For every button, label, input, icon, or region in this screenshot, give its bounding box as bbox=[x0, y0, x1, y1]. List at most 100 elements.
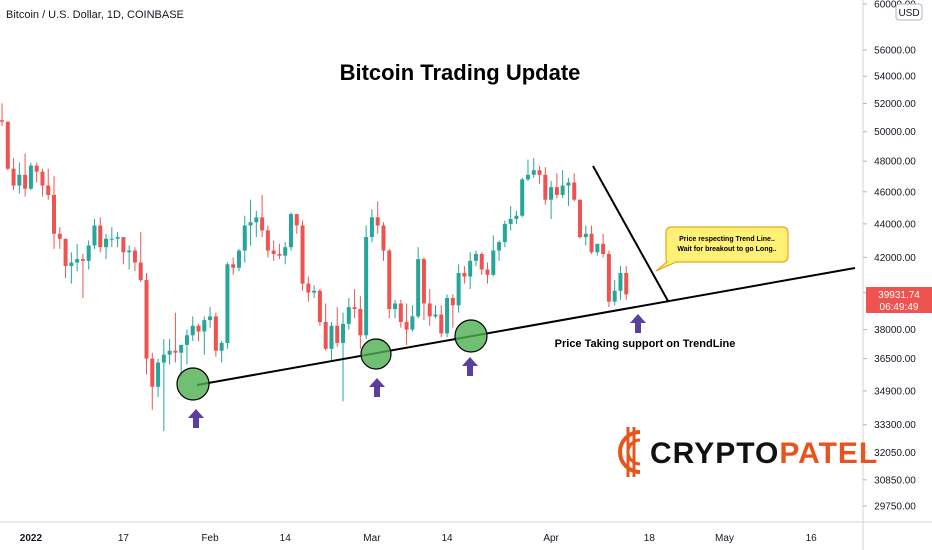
candle-body bbox=[202, 320, 207, 332]
candle-body bbox=[173, 350, 178, 353]
candle-body bbox=[52, 194, 57, 234]
candle-body bbox=[161, 354, 166, 363]
candle bbox=[398, 299, 403, 328]
candle bbox=[462, 266, 467, 284]
candle-body bbox=[549, 187, 554, 200]
candle bbox=[369, 209, 374, 243]
candle bbox=[514, 210, 519, 224]
candle bbox=[150, 352, 155, 410]
candle-body bbox=[184, 335, 189, 345]
candle-body bbox=[583, 233, 588, 238]
resistance-trendline[interactable] bbox=[592, 165, 669, 302]
candle bbox=[479, 252, 484, 275]
candle-body bbox=[473, 253, 478, 261]
candle-body bbox=[578, 199, 582, 238]
candle bbox=[196, 323, 201, 342]
candle-body bbox=[127, 250, 132, 253]
candle-body bbox=[491, 250, 496, 275]
candle bbox=[202, 316, 207, 355]
candle-body bbox=[514, 215, 519, 219]
candle bbox=[554, 173, 559, 199]
candle-body bbox=[560, 185, 565, 195]
candle-body bbox=[115, 237, 120, 239]
y-tick-label: 48000.00 bbox=[874, 157, 916, 168]
candle-body bbox=[283, 247, 288, 256]
candle bbox=[583, 225, 588, 246]
candle-body bbox=[369, 217, 374, 238]
x-axis-ticks: 2022 17 Feb 14 Mar 14 Apr 18 May 16 bbox=[20, 533, 817, 544]
candle bbox=[543, 167, 548, 205]
candle bbox=[335, 307, 340, 347]
candle bbox=[231, 257, 236, 275]
candle-body bbox=[554, 187, 559, 195]
candle bbox=[57, 227, 62, 249]
candle bbox=[427, 288, 432, 326]
candle bbox=[115, 232, 120, 248]
candle bbox=[109, 227, 114, 248]
candle bbox=[289, 212, 293, 251]
candle bbox=[421, 257, 426, 321]
candle-body bbox=[525, 174, 530, 180]
candle-body bbox=[606, 253, 611, 302]
candle-body bbox=[219, 342, 224, 351]
candle bbox=[317, 288, 322, 326]
candle bbox=[537, 165, 542, 185]
logo-part-2: PATEL bbox=[779, 437, 878, 470]
candle-body bbox=[265, 230, 270, 251]
candle-body bbox=[445, 297, 450, 334]
candle-body bbox=[375, 217, 380, 226]
candle bbox=[341, 312, 346, 402]
candle bbox=[491, 235, 496, 277]
x-tick-label: May bbox=[715, 533, 734, 544]
candle-body bbox=[242, 225, 247, 251]
support-trendline[interactable] bbox=[196, 267, 856, 386]
candle-body bbox=[57, 233, 62, 239]
candle bbox=[346, 297, 351, 330]
candle-body bbox=[520, 179, 525, 216]
candle bbox=[11, 158, 16, 191]
bar-countdown: 06:49:49 bbox=[880, 302, 919, 313]
candle-body bbox=[618, 273, 623, 291]
candle-body bbox=[271, 250, 276, 254]
candle-body bbox=[312, 290, 317, 293]
candle bbox=[104, 233, 109, 260]
candle bbox=[92, 218, 97, 249]
candle bbox=[46, 168, 51, 200]
candle bbox=[179, 344, 184, 377]
candle-body bbox=[462, 273, 467, 277]
x-tick-label: Feb bbox=[201, 533, 219, 544]
candle bbox=[254, 210, 259, 238]
candle bbox=[381, 222, 386, 261]
candle-body bbox=[75, 259, 80, 263]
candle-body bbox=[537, 170, 542, 175]
candle-body bbox=[485, 269, 490, 275]
candle bbox=[28, 162, 33, 191]
candle-body bbox=[398, 303, 403, 323]
candle bbox=[300, 220, 305, 291]
candle-body bbox=[450, 297, 455, 306]
candle-body bbox=[433, 314, 438, 317]
y-tick-label: 60000.00 bbox=[874, 0, 916, 11]
y-tick-label: 29750.00 bbox=[874, 502, 916, 513]
currency-label-box[interactable] bbox=[895, 3, 923, 21]
y-tick-label: 30850.00 bbox=[874, 475, 916, 486]
candle bbox=[468, 252, 473, 289]
y-tick-label: 50000.00 bbox=[874, 127, 916, 138]
candle-body bbox=[323, 322, 328, 349]
candle bbox=[190, 316, 195, 342]
candlestick-series bbox=[0, 103, 629, 432]
candle bbox=[156, 358, 161, 398]
symbol-header: Bitcoin / U.S. Dollar, 1D, COINBASE bbox=[6, 9, 184, 21]
candle-body bbox=[427, 303, 432, 317]
support-touch-circle-1 bbox=[176, 367, 210, 401]
candle-body bbox=[213, 316, 218, 351]
y-tick-label: 52000.00 bbox=[874, 99, 916, 110]
up-arrow-icon bbox=[630, 314, 646, 333]
candle bbox=[69, 252, 74, 284]
candle bbox=[525, 159, 530, 181]
candle-body bbox=[260, 217, 265, 231]
candle bbox=[236, 248, 241, 272]
candle bbox=[595, 243, 600, 256]
candle bbox=[375, 201, 380, 234]
